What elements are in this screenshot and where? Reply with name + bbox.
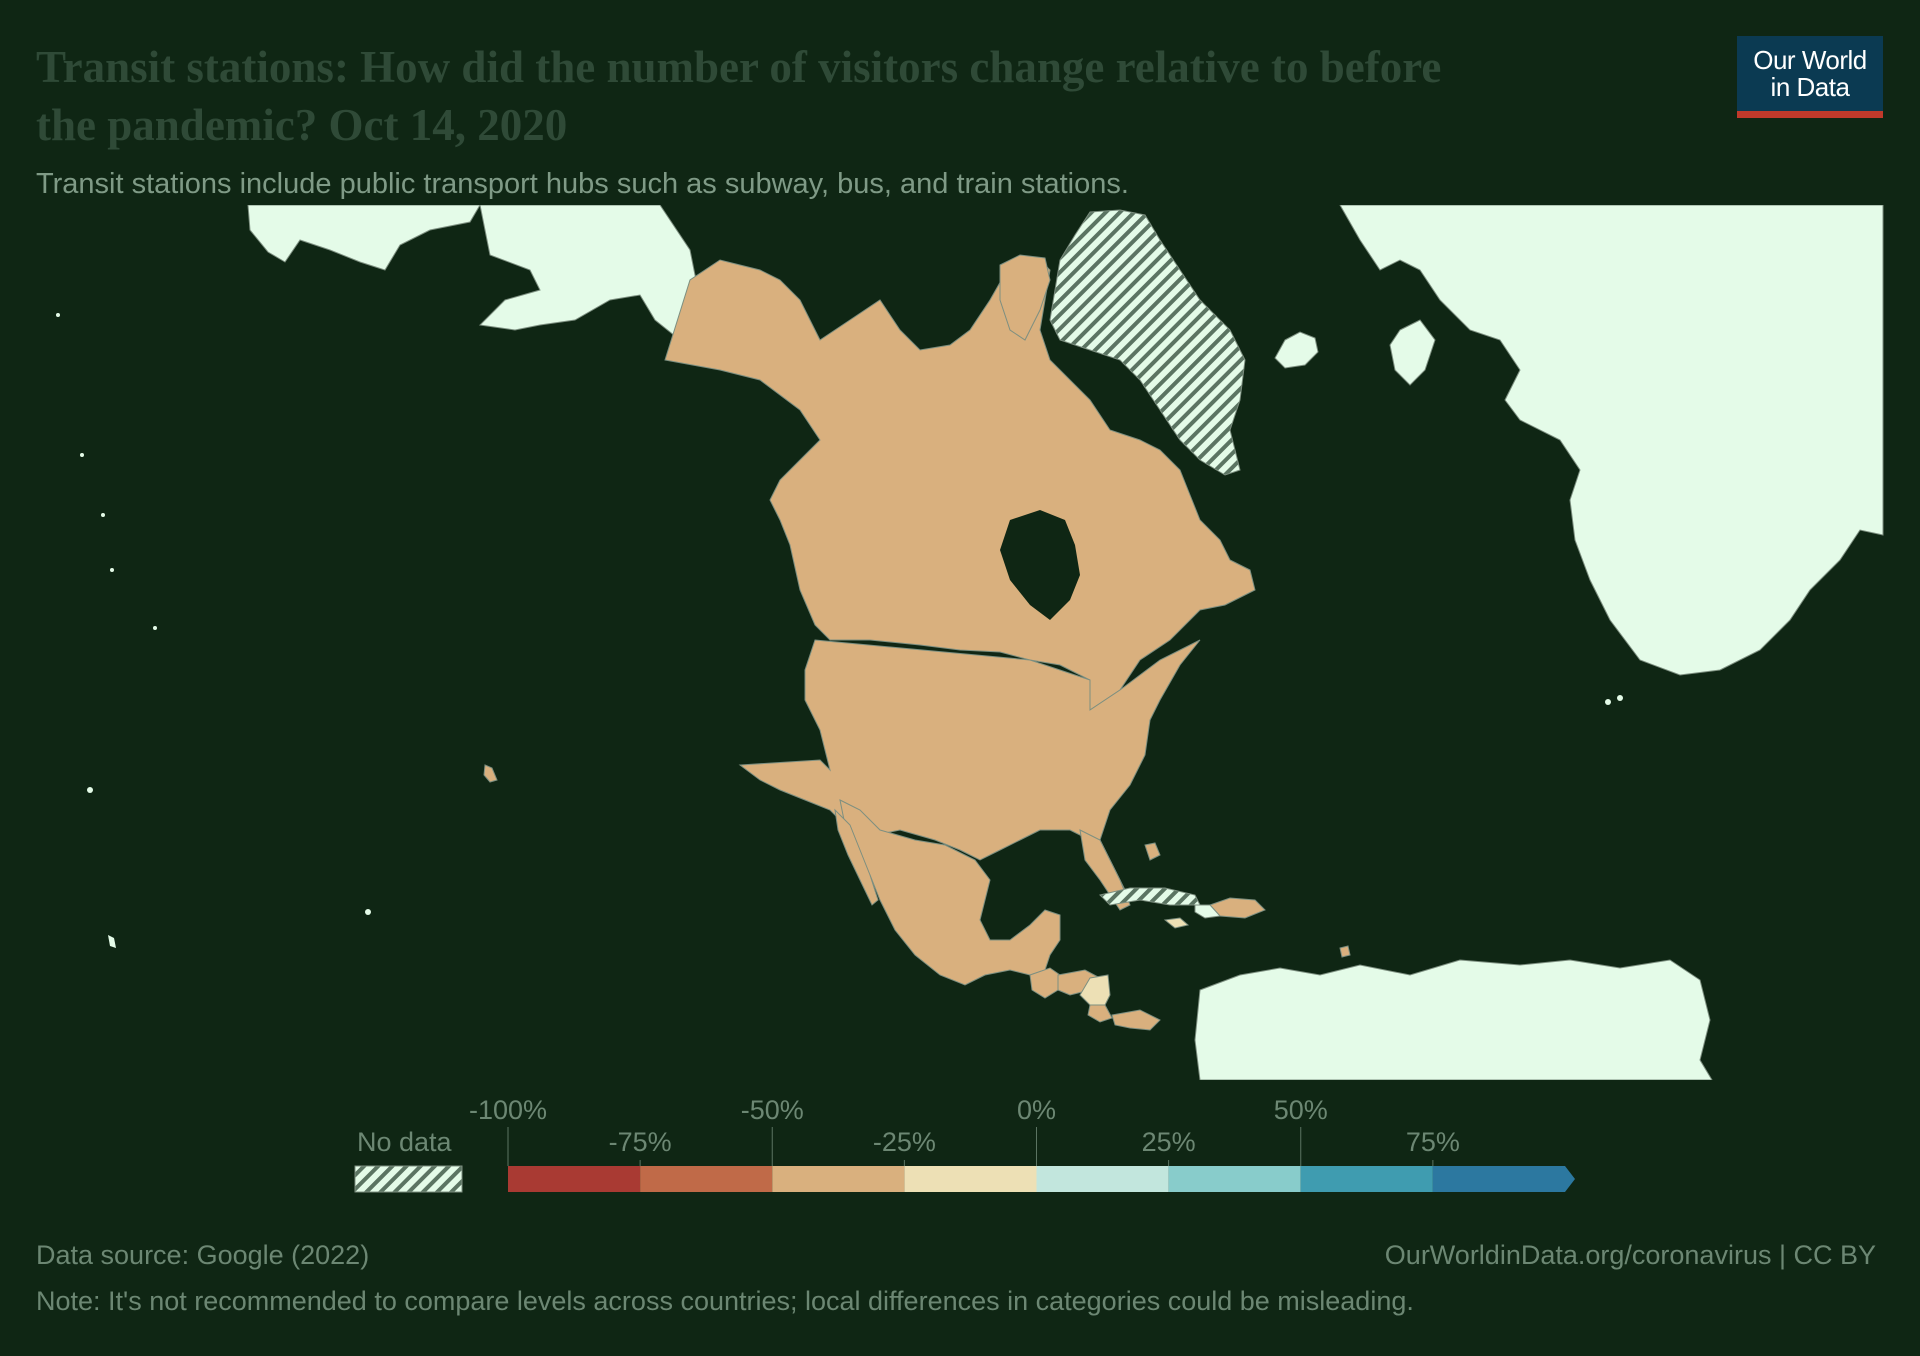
legend-ticks: -100% -50% 0% 50% -75% -25% 25% 75% [469,1095,1460,1166]
owid-logo-line2: in Data [1770,71,1850,102]
country-jamaica[interactable] [1163,917,1190,929]
owid-logo-text: Our World in Data [1753,44,1867,102]
map-area [56,205,1884,1080]
legend-bin[interactable] [1168,1166,1301,1192]
country-haiti[interactable] [1194,904,1222,919]
legend-bin[interactable] [1432,1166,1575,1192]
country-mexico[interactable] [839,799,1061,986]
region-british-isles[interactable] [1389,319,1436,386]
data-source: Data source: Google (2022) [36,1240,370,1270]
country-greenland[interactable] [1049,209,1246,476]
legend-tick-label: 75% [1406,1127,1460,1157]
hudson-bay [1000,510,1080,620]
atlantic-island [1617,695,1623,701]
legend-bin[interactable] [1036,1166,1169,1192]
owid-logo[interactable]: Our World in Data [1737,36,1883,118]
pacific-island [365,909,371,915]
legend-bin[interactable] [904,1166,1037,1192]
legend-bin[interactable] [508,1166,641,1192]
pacific-island [87,787,93,793]
country-panama[interactable] [1111,1009,1161,1031]
pacific-island [153,626,157,630]
country-canada[interactable] [664,259,1256,711]
country-trinidad-and-tobago[interactable] [1339,945,1351,958]
legend: No data -100% -50% 0% 50% -75% -25% 25% 75% [354,1095,1575,1193]
footer-note: Note: It's not recommended to compare le… [36,1286,1414,1316]
legend-tick-label: 0% [1017,1095,1056,1125]
region-hawaii[interactable] [483,764,498,783]
legend-tick-label: -75% [609,1127,672,1157]
pacific-island [101,513,105,517]
footer-url[interactable]: OurWorldinData.org/coronavirus | CC BY [1384,1240,1876,1270]
country-united-states[interactable] [738,639,1201,891]
pacific-island [108,935,116,948]
region-europe-africa[interactable] [1339,205,1884,676]
legend-no-data-swatch[interactable] [354,1165,463,1193]
atlantic-island [1605,699,1611,705]
legend-tick-label: 25% [1142,1127,1196,1157]
country-mexico-baja[interactable] [834,808,879,906]
country-canada-islands[interactable] [999,254,1051,341]
pacific-island [56,313,60,317]
owid-logo-line1: Our World [1753,44,1867,75]
region-south-america[interactable] [1194,959,1713,1080]
legend-bin[interactable] [640,1166,773,1192]
country-alaska-nodata[interactable] [478,205,701,362]
country-bahamas[interactable] [1144,842,1161,861]
legend-no-data-label: No data [357,1127,453,1157]
legend-bins [508,1166,1575,1192]
country-russia[interactable] [247,205,481,271]
chart-title: Transit stations: How did the number of … [36,42,1442,150]
pacific-island [80,453,84,457]
legend-bin[interactable] [1300,1166,1433,1192]
pacific-island [110,568,114,572]
country-costa-rica[interactable] [1087,1004,1113,1023]
legend-tick-label: -50% [741,1095,804,1125]
chart-subtitle: Transit stations include public transpor… [36,168,1129,200]
legend-bin[interactable] [772,1166,905,1192]
legend-tick-label: -100% [469,1095,547,1125]
country-iceland[interactable] [1274,331,1319,369]
legend-tick-label: 50% [1274,1095,1328,1125]
legend-tick-label: -25% [873,1127,936,1157]
country-us-florida[interactable] [1079,829,1131,911]
